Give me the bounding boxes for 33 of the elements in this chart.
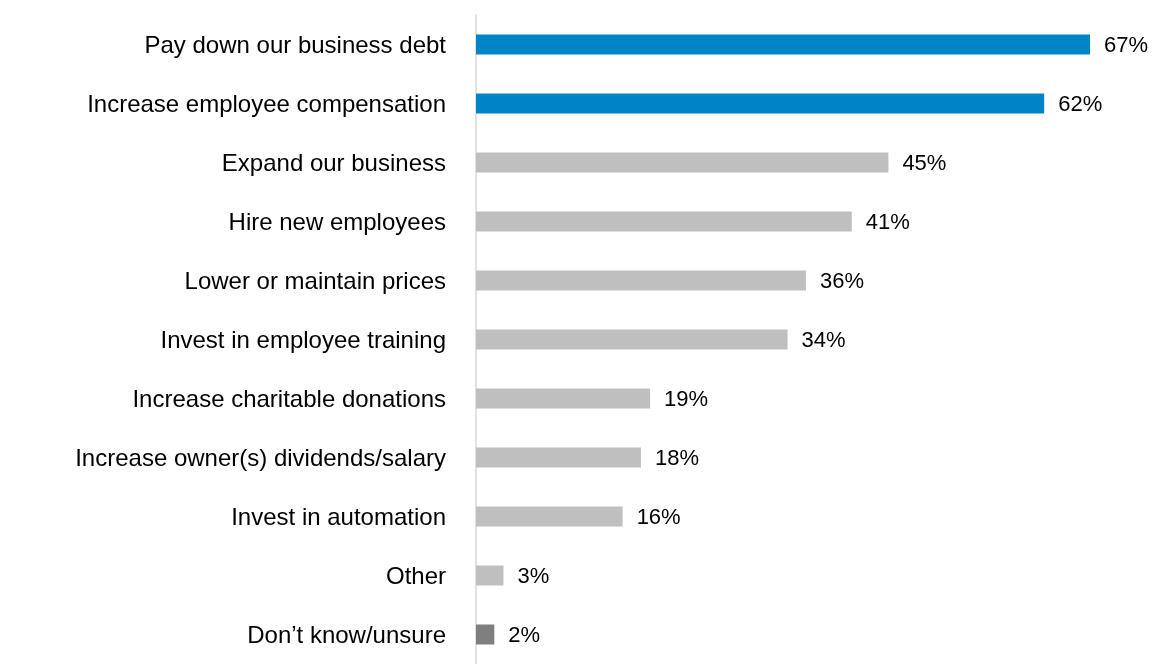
bar: [476, 624, 495, 645]
data-label: 45%: [902, 150, 947, 175]
y-tick-label: Increase employee compensation: [87, 90, 446, 117]
data-label: 18%: [654, 445, 699, 470]
y-tick-label: Don’t know/unsure: [247, 621, 446, 648]
bar: [476, 447, 641, 468]
bar: [476, 388, 651, 409]
bar: [476, 506, 623, 527]
data-label: 3%: [517, 563, 550, 588]
y-tick-label: Expand our business: [221, 149, 446, 176]
bar: [476, 329, 788, 350]
data-label: 16%: [636, 504, 681, 529]
y-tick-label: Invest in automation: [231, 503, 446, 530]
y-tick-label: Invest in employee training: [160, 326, 446, 353]
y-tick-label: Increase owner(s) dividends/salary: [75, 444, 446, 471]
bar: [476, 34, 1090, 55]
y-tick-label: Increase charitable donations: [132, 385, 446, 412]
y-tick-label: Hire new employees: [228, 208, 446, 235]
data-label: 19%: [664, 386, 709, 411]
bar: [476, 270, 806, 291]
data-label: 41%: [865, 209, 910, 234]
bar: [476, 152, 889, 173]
data-label: 36%: [819, 268, 864, 293]
data-label: 67%: [1104, 32, 1149, 57]
bar: [476, 565, 504, 586]
y-tick-label: Lower or maintain prices: [184, 267, 446, 294]
data-label: 62%: [1058, 91, 1103, 116]
bar: [476, 211, 852, 232]
data-label: 34%: [801, 327, 846, 352]
bar: [476, 93, 1045, 114]
y-tick-label: Other: [385, 562, 446, 589]
data-label: 2%: [508, 622, 541, 647]
y-tick-label: Pay down our business debt: [144, 31, 447, 58]
